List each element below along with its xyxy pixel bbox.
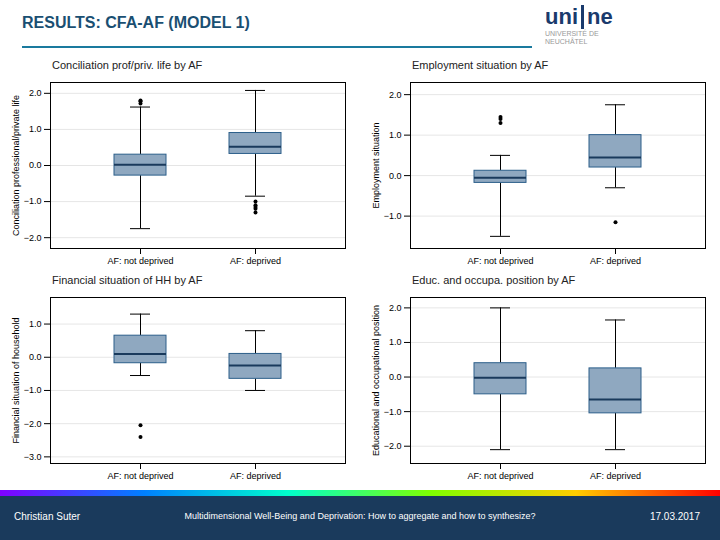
svg-text:1.0: 1.0 xyxy=(29,124,42,134)
html-text:17.03.2017: 17.03.2017 xyxy=(649,511,700,522)
svg-text:1.0: 1.0 xyxy=(389,337,402,347)
svg-text:−3.0: −3.0 xyxy=(24,452,42,462)
svg-text:Financial situation of househo: Financial situation of household xyxy=(11,317,21,443)
svg-text:Conciliation professional/priv: Conciliation professional/private life xyxy=(11,95,21,236)
html-text:Multidimensional Well-Being an: Multidimensional Well-Being and Deprivat… xyxy=(184,511,536,521)
svg-text:AF: deprived: AF: deprived xyxy=(230,256,281,266)
svg-text:AF: deprived: AF: deprived xyxy=(590,471,641,481)
svg-text:−2.0: −2.0 xyxy=(384,441,402,451)
svg-text:Educational and occupational p: Educational and occupational position xyxy=(371,305,381,456)
svg-text:−1.0: −1.0 xyxy=(24,196,42,206)
svg-text:−1.0: −1.0 xyxy=(384,407,402,417)
html-text:NEUCHÂTEL: NEUCHÂTEL xyxy=(545,38,588,45)
svg-text:AF: deprived: AF: deprived xyxy=(230,471,281,481)
svg-text:AF: not deprived: AF: not deprived xyxy=(107,471,173,481)
html-text:Employment situation by AF: Employment situation by AF xyxy=(412,59,549,71)
svg-text:1.0: 1.0 xyxy=(29,319,42,329)
svg-text:AF: not deprived: AF: not deprived xyxy=(467,256,533,266)
html-text:UNIVERSITÉ DE: UNIVERSITÉ DE xyxy=(545,30,599,37)
svg-text:0.0: 0.0 xyxy=(389,372,402,382)
svg-text:−1.0: −1.0 xyxy=(384,211,402,221)
svg-text:AF: not deprived: AF: not deprived xyxy=(107,256,173,266)
html-text:RESULTS: CFA-AF (MODEL 1): RESULTS: CFA-AF (MODEL 1) xyxy=(22,14,250,31)
svg-text:−1.0: −1.0 xyxy=(24,385,42,395)
svg-text:AF: not deprived: AF: not deprived xyxy=(467,471,533,481)
svg-text:−2.0: −2.0 xyxy=(24,233,42,243)
html-text:Financial situation of HH by A: Financial situation of HH by AF xyxy=(52,274,203,286)
html-text:Educ. and occupa. position by: Educ. and occupa. position by AF xyxy=(412,274,576,286)
svg-text:−2.0: −2.0 xyxy=(24,419,42,429)
svg-text:2.0: 2.0 xyxy=(389,303,402,313)
html-text:ne: ne xyxy=(587,4,613,29)
svg-text:2.0: 2.0 xyxy=(29,88,42,98)
svg-text:0.0: 0.0 xyxy=(29,352,42,362)
svg-text:AF: deprived: AF: deprived xyxy=(590,256,641,266)
html-text:Conciliation prof/priv. life b: Conciliation prof/priv. life by AF xyxy=(52,59,203,71)
svg-text:Employment situation: Employment situation xyxy=(371,122,381,208)
svg-text:0.0: 0.0 xyxy=(29,160,42,170)
svg-text:0.0: 0.0 xyxy=(389,171,402,181)
html-text:uni: uni xyxy=(545,4,578,29)
html-text:Christian Suter: Christian Suter xyxy=(14,511,81,522)
svg-text:1.0: 1.0 xyxy=(389,130,402,140)
svg-text:2.0: 2.0 xyxy=(389,90,402,100)
